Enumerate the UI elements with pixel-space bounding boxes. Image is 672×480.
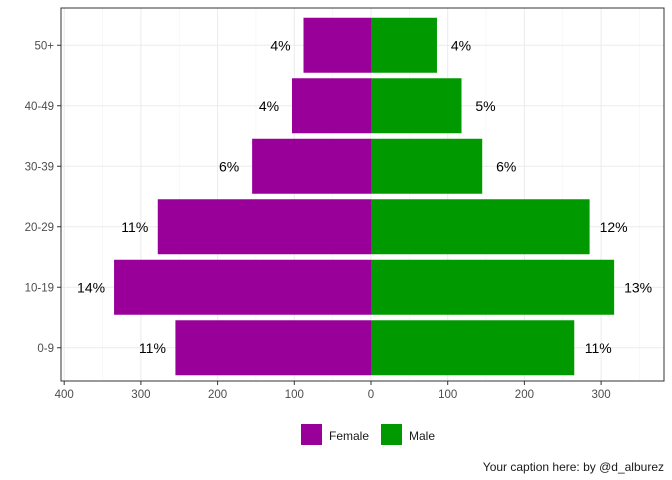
panel-border — [60, 7, 665, 382]
chart-caption: Your caption here: by @d_alburez — [483, 460, 664, 474]
data-label-male-20-29: 12% — [600, 219, 628, 235]
x-tick-label: 0 — [368, 389, 374, 401]
bar-female-10-19 — [114, 259, 372, 315]
y-axis: 0-9 10-19 20-29 30-39 40-49 50+ — [25, 40, 61, 355]
bar-female-20-29 — [157, 199, 371, 255]
data-label-male-30-39: 6% — [496, 158, 516, 174]
y-tick-label: 50+ — [34, 40, 54, 52]
legend-swatch-male — [381, 424, 402, 445]
data-label-female-30-39: 6% — [219, 158, 239, 174]
data-label-male-40-49: 5% — [475, 98, 495, 114]
data-label-female-20-29: 11% — [121, 219, 148, 235]
data-label-female-10-19: 14% — [77, 279, 105, 295]
data-label-male-10-19: 13% — [624, 279, 652, 295]
legend-swatch-female — [301, 424, 322, 445]
legend: Female Male — [301, 424, 435, 445]
data-label-female-0-9: 11% — [139, 340, 166, 356]
bar-male-50+ — [371, 17, 437, 73]
legend-label-female: Female — [329, 429, 369, 443]
y-tick-label: 20-29 — [25, 222, 54, 234]
x-tick-label: 300 — [592, 389, 611, 401]
bar-male-0-9 — [371, 320, 575, 376]
x-tick-label: 300 — [131, 389, 150, 401]
y-tick-label: 30-39 — [25, 161, 54, 173]
x-tick-label: 200 — [515, 389, 534, 401]
x-tick-label: 400 — [55, 389, 74, 401]
bar-male-10-19 — [371, 259, 615, 315]
bar-female-40-49 — [291, 78, 371, 134]
data-label-male-50+: 4% — [451, 37, 471, 53]
y-tick-label: 0-9 — [37, 343, 54, 355]
bars — [114, 17, 615, 376]
bar-male-30-39 — [371, 138, 483, 194]
y-tick-label: 40-49 — [25, 101, 54, 113]
x-axis: 400 300 200 100 0 100 200 300 — [55, 381, 611, 401]
bar-female-0-9 — [175, 320, 371, 376]
data-label-female-40-49: 4% — [259, 98, 279, 114]
bar-male-40-49 — [371, 78, 462, 134]
bar-male-20-29 — [371, 199, 590, 255]
x-tick-label: 200 — [208, 389, 227, 401]
legend-label-male: Male — [409, 429, 435, 443]
data-label-male-0-9: 11% — [585, 340, 612, 356]
data-labels: 11% 14% 11% 6% 4% 4% 11% 13% 12% 6% 5% 4% — [77, 37, 652, 356]
bar-female-50+ — [303, 17, 371, 73]
x-tick-label: 100 — [285, 389, 304, 401]
y-tick-label: 10-19 — [25, 282, 54, 294]
bar-female-30-39 — [252, 138, 371, 194]
x-tick-label: 100 — [438, 389, 457, 401]
data-label-female-50+: 4% — [270, 37, 290, 53]
